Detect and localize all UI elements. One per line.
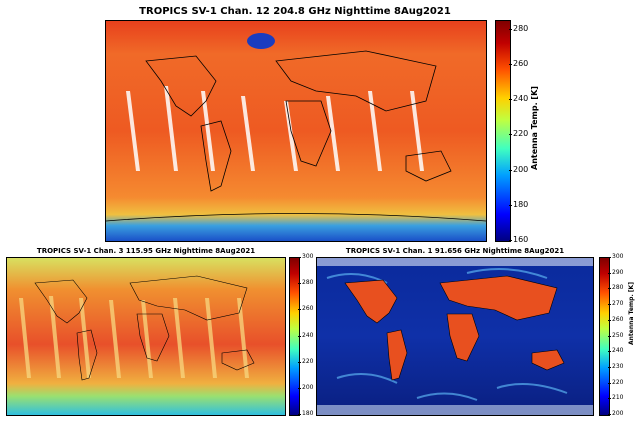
top-colorbar-label: Antenna Temp. [K] bbox=[530, 86, 539, 170]
colorbar-tick-label: 230 bbox=[612, 363, 624, 370]
colorbar-tick-mark bbox=[608, 320, 611, 321]
colorbar-tick-mark bbox=[298, 283, 301, 284]
colorbar-tick-label: 220 bbox=[513, 129, 529, 138]
colorbar-tick-mark bbox=[509, 170, 512, 171]
colorbar-tick-label: 260 bbox=[302, 305, 314, 312]
colorbar-tick-mark bbox=[509, 205, 512, 206]
colorbar-tick-mark bbox=[608, 398, 611, 399]
colorbar-tick-mark bbox=[509, 29, 512, 30]
colorbar-tick-label: 280 bbox=[302, 279, 314, 286]
colorbar-tick-mark bbox=[608, 336, 611, 337]
colorbar-tick-label: 300 bbox=[302, 253, 314, 260]
colorbar-tick-label: 250 bbox=[612, 332, 624, 339]
colorbar-tick-mark bbox=[509, 240, 512, 241]
colorbar-tick-label: 200 bbox=[302, 384, 314, 391]
colorbar-tick-label: 160 bbox=[513, 235, 529, 244]
colorbar-tick-label: 280 bbox=[612, 284, 624, 291]
colorbar-tick-mark bbox=[608, 367, 611, 368]
colorbar-tick-label: 200 bbox=[513, 165, 529, 174]
colorbar-tick-mark bbox=[608, 273, 611, 274]
colorbar-tick-label: 260 bbox=[612, 316, 624, 323]
colorbar-tick-label: 270 bbox=[612, 300, 624, 307]
colorbar-tick-label: 290 bbox=[612, 269, 624, 276]
colorbar-tick-label: 240 bbox=[302, 332, 314, 339]
colorbar-tick-mark bbox=[608, 288, 611, 289]
bottom-left-panel-title: TROPICS SV-1 Chan. 3 115.95 GHz Nighttim… bbox=[36, 247, 256, 255]
colorbar-tick-mark bbox=[298, 257, 301, 258]
colorbar-tick-label: 180 bbox=[513, 200, 529, 209]
colorbar-tick-mark bbox=[298, 362, 301, 363]
colorbar-tick-label: 220 bbox=[302, 358, 314, 365]
colorbar-tick-label: 260 bbox=[513, 59, 529, 68]
colorbar-tick-mark bbox=[298, 336, 301, 337]
colorbar-tick-label: 220 bbox=[612, 379, 624, 386]
colorbar-tick-mark bbox=[298, 414, 301, 415]
top-panel-title: TROPICS SV-1 Chan. 12 204.8 GHz Nighttim… bbox=[139, 6, 451, 17]
colorbar-tick-label: 300 bbox=[612, 253, 624, 260]
bottom-right-panel-title: TROPICS SV-1 Chan. 1 91.656 GHz Nighttim… bbox=[345, 247, 565, 255]
bottom-left-map bbox=[6, 257, 286, 416]
colorbar-tick-mark bbox=[298, 309, 301, 310]
colorbar-tick-label: 180 bbox=[302, 410, 314, 417]
top-colorbar bbox=[495, 20, 511, 242]
colorbar-tick-mark bbox=[608, 257, 611, 258]
colorbar-tick-mark bbox=[608, 383, 611, 384]
colorbar-tick-label: 280 bbox=[513, 24, 529, 33]
colorbar-tick-mark bbox=[608, 304, 611, 305]
bottom-right-map bbox=[316, 257, 594, 416]
colorbar-tick-label: 240 bbox=[513, 94, 529, 103]
colorbar-tick-label: 210 bbox=[612, 394, 624, 401]
colorbar-tick-mark bbox=[509, 64, 512, 65]
bottom-right-colorbar-label: Antenna Temp. [K] bbox=[628, 282, 635, 345]
colorbar-tick-mark bbox=[298, 388, 301, 389]
colorbar-tick-mark bbox=[608, 414, 611, 415]
top-map bbox=[105, 20, 487, 242]
colorbar-tick-label: 240 bbox=[612, 347, 624, 354]
colorbar-tick-label: 200 bbox=[612, 410, 624, 417]
colorbar-tick-mark bbox=[509, 99, 512, 100]
colorbar-tick-mark bbox=[608, 351, 611, 352]
colorbar-tick-mark bbox=[509, 134, 512, 135]
